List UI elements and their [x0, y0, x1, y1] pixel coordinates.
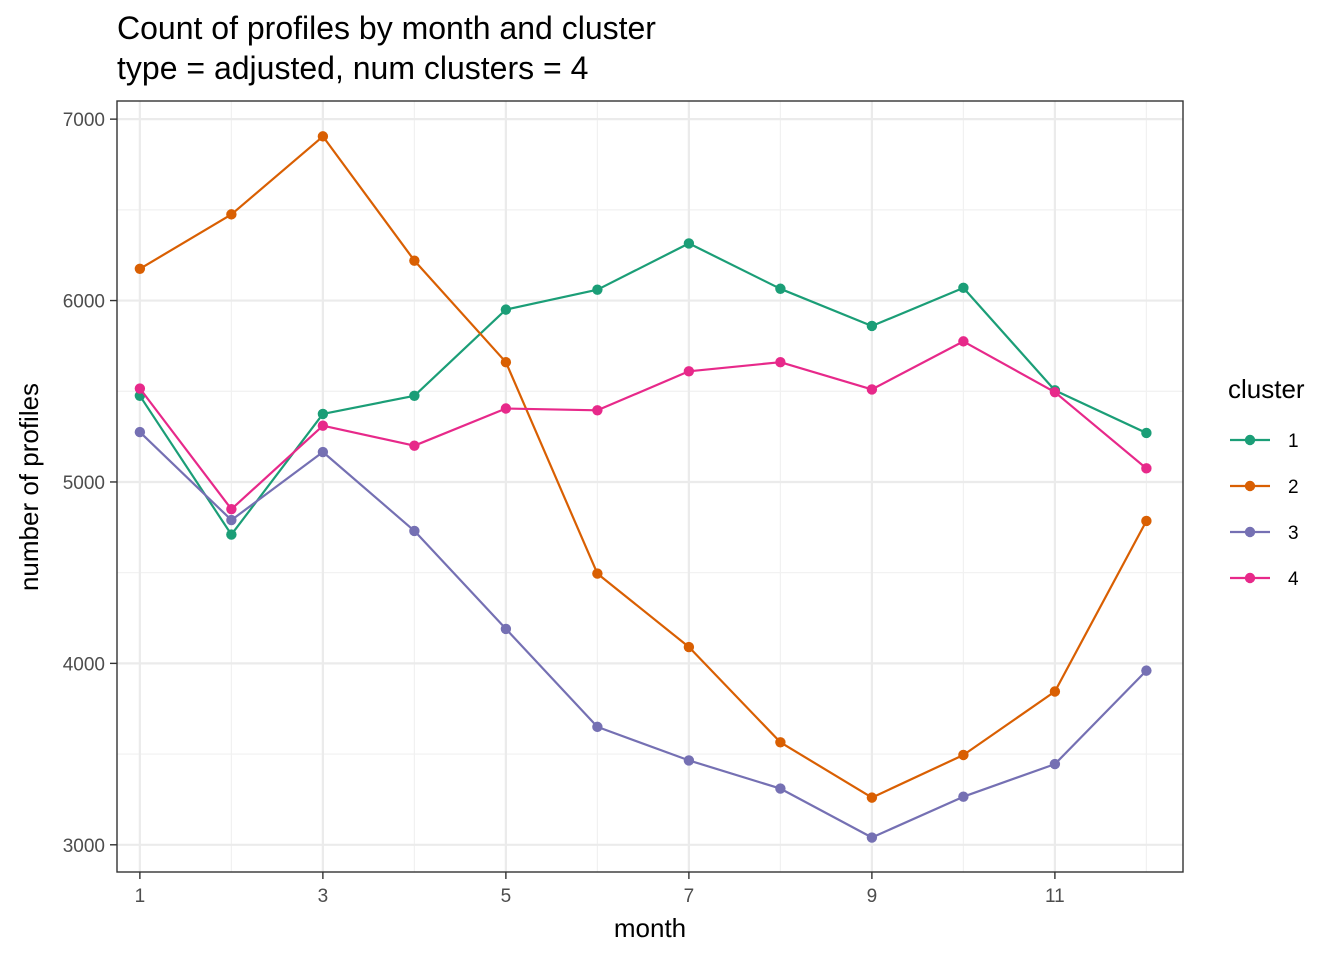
data-point: [1049, 686, 1061, 697]
legend-key-point: [1244, 480, 1256, 492]
data-point: [1049, 758, 1061, 770]
legend-label: 3: [1288, 523, 1299, 544]
legend-item-1: 1: [1230, 431, 1299, 452]
data-point: [683, 641, 695, 653]
data-point: [317, 131, 329, 142]
data-point: [683, 366, 695, 377]
series-4: [134, 336, 1152, 515]
data-point: [958, 749, 969, 761]
data-point: [592, 721, 603, 733]
data-point: [226, 503, 237, 515]
data-point: [317, 420, 329, 431]
data-point: [683, 238, 695, 249]
legend-item-3: 3: [1230, 523, 1299, 544]
data-point: [500, 304, 512, 315]
legend-key-point: [1244, 526, 1256, 538]
data-point: [592, 568, 603, 579]
x-tick-label: 3: [318, 886, 329, 907]
legend: cluster 1 2 3 4: [1228, 374, 1305, 590]
data-point: [409, 390, 420, 401]
series-line-1: [138, 242, 1147, 536]
data-point: [226, 514, 237, 526]
plot-border: [116, 100, 1184, 873]
series-layer: [134, 131, 1152, 843]
chart-subtitle: type = adjusted, num clusters = 4: [117, 50, 589, 86]
x-tick-label: 9: [867, 886, 878, 907]
grid-major: [117, 101, 1183, 872]
data-point: [683, 755, 695, 766]
data-point: [317, 446, 329, 458]
series-3: [134, 426, 1152, 843]
data-point: [134, 383, 146, 394]
data-point: [958, 791, 969, 802]
legend-key-point: [1244, 434, 1256, 446]
data-point: [500, 357, 512, 368]
data-point: [866, 320, 878, 332]
legend-label: 2: [1288, 477, 1299, 498]
data-point: [409, 255, 420, 266]
data-point: [134, 426, 146, 438]
data-point: [1049, 386, 1061, 398]
legend-label: 1: [1288, 431, 1299, 452]
data-point: [317, 408, 329, 420]
x-axis: 1 3 5 7 9 11: [135, 872, 1065, 907]
y-axis: 3000 4000 5000 6000 7000: [63, 110, 117, 857]
data-point: [409, 525, 420, 537]
y-tick-label: 6000: [63, 292, 105, 313]
plot-background: [117, 101, 1183, 872]
data-point: [226, 529, 237, 540]
y-tick-label: 4000: [63, 654, 105, 675]
data-point: [592, 405, 603, 416]
y-axis-title: number of profiles: [14, 383, 44, 591]
y-tick-label: 5000: [63, 473, 105, 494]
data-point: [500, 623, 512, 635]
series-line-2: [139, 135, 1148, 799]
data-point: [500, 403, 512, 414]
data-point: [134, 263, 146, 275]
data-point: [775, 737, 786, 748]
y-tick-label: 3000: [63, 836, 105, 857]
x-tick-label: 7: [684, 886, 695, 907]
data-point: [958, 336, 969, 347]
legend-label: 4: [1288, 569, 1299, 590]
data-point: [958, 282, 969, 294]
y-tick-label: 7000: [63, 110, 105, 131]
data-point: [775, 283, 786, 294]
series-line-3: [139, 431, 1148, 839]
data-point: [592, 284, 603, 295]
chart-title: Count of profiles by month and cluster: [117, 10, 656, 46]
data-point: [409, 440, 420, 451]
data-point: [1141, 427, 1152, 439]
data-point: [226, 209, 237, 220]
series-2: [134, 131, 1152, 803]
data-point: [1141, 515, 1152, 527]
series-1: [134, 238, 1152, 540]
data-point: [866, 384, 878, 395]
data-point: [866, 792, 878, 803]
series-line-4: [139, 340, 1148, 511]
data-point: [1141, 463, 1152, 474]
legend-title: cluster: [1228, 374, 1305, 404]
legend-item-2: 2: [1230, 477, 1299, 498]
x-tick-label: 11: [1045, 886, 1065, 907]
data-point: [1141, 665, 1152, 676]
data-point: [775, 357, 786, 368]
legend-key-point: [1244, 572, 1256, 584]
data-point: [866, 832, 878, 843]
data-point: [775, 783, 786, 794]
x-tick-label: 1: [135, 886, 146, 907]
x-axis-title: month: [614, 913, 686, 943]
legend-item-4: 4: [1230, 569, 1299, 590]
x-tick-label: 5: [501, 886, 512, 907]
